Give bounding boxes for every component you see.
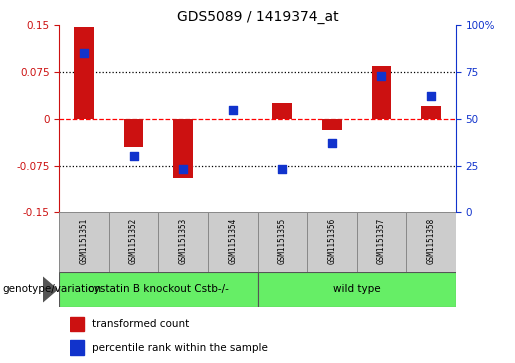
Text: GSM1151356: GSM1151356 (328, 218, 336, 264)
Text: transformed count: transformed count (92, 319, 190, 329)
Text: GSM1151358: GSM1151358 (426, 218, 436, 264)
Text: GSM1151355: GSM1151355 (278, 218, 287, 264)
FancyBboxPatch shape (208, 212, 258, 272)
Title: GDS5089 / 1419374_at: GDS5089 / 1419374_at (177, 11, 338, 24)
Point (229, 107, 237, 113)
Text: GSM1151354: GSM1151354 (228, 218, 237, 264)
Text: GSM1151352: GSM1151352 (129, 218, 138, 264)
FancyBboxPatch shape (307, 212, 356, 272)
Text: GSM1151351: GSM1151351 (79, 218, 89, 264)
FancyBboxPatch shape (109, 212, 159, 272)
Bar (322, 119, 342, 130)
Bar (124, 119, 144, 147)
Bar (74, 26, 94, 119)
Point (427, 94, 435, 99)
FancyBboxPatch shape (258, 272, 456, 307)
Point (179, 167, 187, 172)
Polygon shape (43, 277, 57, 302)
Point (377, 73, 386, 79)
Point (278, 167, 286, 172)
Point (129, 153, 138, 159)
Bar (70, 317, 84, 331)
FancyBboxPatch shape (159, 212, 208, 272)
FancyBboxPatch shape (59, 212, 109, 272)
Bar (272, 103, 292, 119)
Text: cystatin B knockout Cstb-/-: cystatin B knockout Cstb-/- (88, 285, 229, 294)
FancyBboxPatch shape (356, 212, 406, 272)
Text: GSM1151353: GSM1151353 (179, 218, 187, 264)
Point (80, 50, 88, 56)
Bar (371, 66, 391, 119)
Text: genotype/variation: genotype/variation (3, 285, 101, 294)
Bar (173, 119, 193, 178)
FancyBboxPatch shape (258, 212, 307, 272)
Text: percentile rank within the sample: percentile rank within the sample (92, 343, 268, 352)
Bar (421, 106, 441, 119)
Text: wild type: wild type (333, 285, 381, 294)
FancyBboxPatch shape (406, 212, 456, 272)
Point (328, 140, 336, 146)
FancyBboxPatch shape (59, 272, 258, 307)
Text: GSM1151357: GSM1151357 (377, 218, 386, 264)
Bar (70, 340, 84, 355)
